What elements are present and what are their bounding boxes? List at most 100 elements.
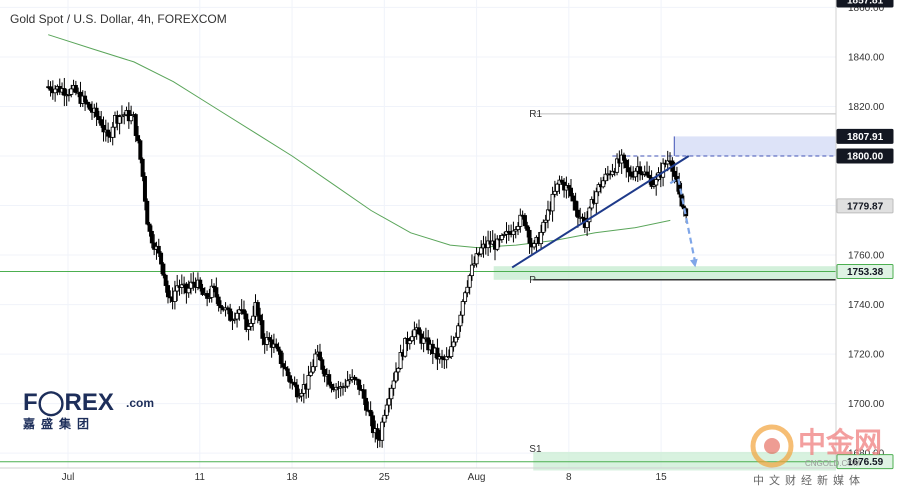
candle-body	[543, 219, 548, 223]
candle-body	[647, 174, 652, 178]
candle-body	[347, 379, 352, 382]
price-tag-label: 1807.91	[847, 132, 884, 143]
y-tick-label: 1740.00	[848, 300, 885, 311]
candle-body	[458, 314, 463, 327]
candle-body	[661, 162, 666, 178]
watermark-url: CNGOLD.COM	[805, 459, 860, 468]
candle-body	[460, 301, 465, 316]
candle-body	[200, 287, 205, 295]
s1-zone	[533, 451, 836, 471]
candle-body	[96, 116, 101, 121]
candles	[46, 77, 689, 449]
candle-body	[465, 286, 470, 294]
candle-body	[313, 353, 318, 368]
candle-body	[207, 297, 212, 299]
candle-body	[149, 230, 154, 244]
candle-body	[306, 375, 311, 390]
candle-body	[329, 383, 334, 389]
candle-body	[147, 223, 152, 232]
candle-body	[175, 285, 180, 292]
candle-body	[651, 184, 656, 187]
candle-body	[216, 296, 221, 306]
candle-body	[117, 116, 122, 124]
candle-body	[649, 177, 654, 187]
candle-body	[138, 140, 143, 160]
candle-body	[603, 173, 608, 182]
y-axis-panel[interactable]	[836, 0, 903, 468]
candle-body	[136, 135, 141, 142]
candle-body	[94, 107, 99, 117]
price-tag-box	[836, 0, 894, 8]
x-axis: Jul 11 18 25 Aug 8 15	[62, 472, 667, 483]
candle-body	[502, 234, 507, 236]
candle-body	[555, 183, 560, 192]
y-tick-label: 1860.00	[848, 3, 885, 14]
candle-body	[322, 369, 327, 377]
candle-body	[638, 166, 643, 175]
r1-label: R1	[529, 109, 542, 120]
candle-body	[288, 375, 293, 383]
candle-body	[251, 315, 256, 324]
candle-body	[294, 384, 299, 398]
candle-body	[610, 170, 615, 176]
candle-body	[122, 114, 127, 117]
candle-body	[522, 215, 527, 227]
candle-body	[110, 126, 115, 138]
candle-body	[410, 336, 415, 342]
candle-body	[580, 216, 585, 219]
x-tick-label: 15	[656, 472, 668, 483]
y-tick-label: 1840.00	[848, 52, 885, 63]
candle-body	[506, 230, 511, 234]
candle-body	[626, 167, 631, 173]
candle-body	[566, 185, 571, 189]
candle-body	[472, 263, 477, 266]
candle-body	[389, 387, 394, 400]
candle-body	[456, 325, 461, 338]
candle-body	[469, 264, 474, 277]
candle-body	[467, 275, 472, 288]
candle-body	[145, 200, 150, 225]
candle-body	[62, 88, 67, 96]
candle-body	[357, 379, 362, 390]
price-tag-box	[836, 454, 894, 470]
grid-lines	[0, 0, 836, 468]
candle-body	[297, 395, 302, 398]
candle-body	[274, 343, 279, 348]
candle-body	[499, 235, 504, 240]
candle-body	[654, 179, 659, 186]
candle-body	[451, 341, 456, 348]
x-tick-label: 25	[379, 472, 391, 483]
candle-body	[343, 385, 348, 388]
y-tick-label: 1720.00	[848, 350, 885, 361]
candle-body	[244, 313, 249, 330]
candle-body	[85, 101, 90, 105]
candle-body	[267, 337, 272, 341]
candle-body	[352, 376, 357, 380]
candle-body	[292, 382, 297, 386]
candle-body	[364, 397, 369, 411]
candle-body	[571, 195, 576, 202]
price-tag-box	[836, 128, 894, 144]
candle-body	[218, 305, 223, 309]
candle-body	[545, 209, 550, 221]
candle-body	[391, 380, 396, 389]
chart-title: Gold Spot / U.S. Dollar, 4h, FOREXCOM	[10, 12, 227, 26]
zones	[493, 136, 836, 471]
logo-sub-text: 嘉盛集团	[22, 416, 95, 431]
candle-body	[276, 346, 281, 352]
candle-body	[248, 322, 253, 327]
candle-body	[615, 158, 620, 173]
y-tick-label: 1820.00	[848, 102, 885, 113]
candle-body	[426, 337, 431, 351]
candle-body	[283, 366, 288, 370]
price-tag-box	[836, 263, 894, 279]
candle-body	[209, 285, 214, 298]
candle-body	[317, 351, 322, 361]
candle-body	[511, 230, 516, 235]
candle-body	[235, 312, 240, 320]
x-tick-label: Aug	[468, 472, 486, 483]
candle-body	[73, 85, 78, 93]
moving-average	[48, 34, 671, 249]
s1-label: S1	[529, 444, 542, 455]
